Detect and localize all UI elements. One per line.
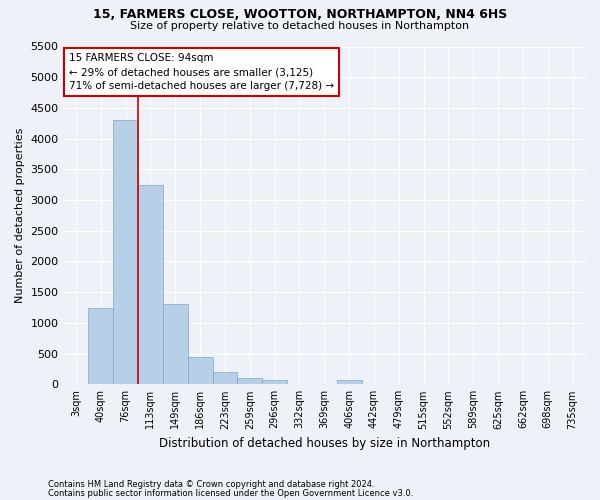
Bar — [138, 184, 163, 384]
Bar — [163, 304, 188, 384]
Bar — [212, 372, 238, 384]
Text: Size of property relative to detached houses in Northampton: Size of property relative to detached ho… — [130, 21, 470, 31]
Text: Contains HM Land Registry data © Crown copyright and database right 2024.: Contains HM Land Registry data © Crown c… — [48, 480, 374, 489]
Bar — [238, 378, 262, 384]
X-axis label: Distribution of detached houses by size in Northampton: Distribution of detached houses by size … — [159, 437, 490, 450]
Bar — [188, 356, 212, 384]
Text: Contains public sector information licensed under the Open Government Licence v3: Contains public sector information licen… — [48, 488, 413, 498]
Bar — [337, 380, 362, 384]
Y-axis label: Number of detached properties: Number of detached properties — [15, 128, 25, 303]
Bar — [262, 380, 287, 384]
Bar — [88, 308, 113, 384]
Text: 15 FARMERS CLOSE: 94sqm
← 29% of detached houses are smaller (3,125)
71% of semi: 15 FARMERS CLOSE: 94sqm ← 29% of detache… — [69, 54, 334, 92]
Text: 15, FARMERS CLOSE, WOOTTON, NORTHAMPTON, NN4 6HS: 15, FARMERS CLOSE, WOOTTON, NORTHAMPTON,… — [93, 8, 507, 20]
Bar — [113, 120, 138, 384]
